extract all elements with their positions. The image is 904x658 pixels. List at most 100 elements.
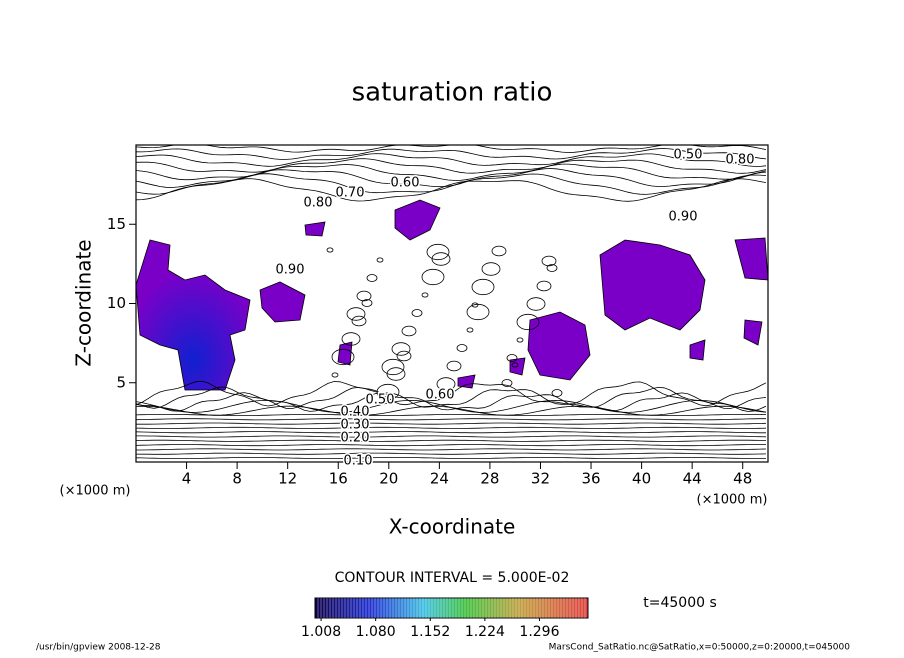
colorbar-tick-label: 1.152	[410, 624, 450, 640]
contour-loop	[361, 299, 373, 307]
contour-loop	[411, 309, 423, 317]
contour-label: 0.30	[341, 418, 370, 433]
chart-title: saturation ratio	[352, 78, 553, 108]
x-axis-label: X-coordinate	[389, 515, 516, 539]
time-label: t=45000 s	[643, 595, 717, 611]
contour-line	[136, 386, 767, 410]
contour-label: 0.80	[304, 196, 333, 211]
contour-loop	[541, 255, 557, 267]
contour-loop	[376, 383, 400, 401]
contour-loop	[421, 268, 445, 286]
y-unit: (×1000 m)	[697, 493, 768, 508]
x-tick-label: 36	[581, 470, 600, 488]
contour-label: 0.50	[674, 148, 703, 163]
contour-line	[136, 444, 766, 447]
colorbar-tick-label: 1.296	[519, 624, 559, 640]
x-tick-label: 16	[329, 470, 348, 488]
contour-line	[136, 163, 767, 181]
colorbar-tick-label: 1.224	[465, 624, 505, 640]
contour-loop	[481, 262, 501, 276]
contour-label: 0.80	[726, 153, 755, 168]
contour-interval: CONTOUR INTERVAL = 5.000E-02	[335, 570, 570, 586]
contour-loop	[381, 358, 405, 376]
contour-label: 0.40	[341, 405, 370, 420]
colorbar-steps	[317, 598, 586, 618]
contour-line	[136, 435, 767, 438]
contour-line	[136, 418, 766, 421]
contour-loop	[391, 342, 411, 356]
x-tick-label: 24	[430, 470, 449, 488]
colorbar-tick-label: 1.008	[301, 624, 341, 640]
contour-label: 0.60	[426, 388, 455, 403]
x-tick-label: 4	[182, 470, 192, 488]
contour-loop	[421, 292, 429, 298]
contour-line	[136, 178, 767, 202]
contour-loop	[436, 377, 456, 391]
contour-loop	[526, 297, 546, 311]
footer-right: MarsCond_SatRatio.nc@SatRatio,x=0:50000,…	[549, 643, 851, 653]
contour-line	[136, 148, 767, 160]
contour-label: 0.60	[391, 176, 420, 191]
contour-loop	[346, 307, 366, 321]
x-unit: (×1000 m)	[60, 484, 131, 499]
colorbar	[314, 597, 589, 619]
contour-label: 0.50	[366, 393, 395, 408]
contour-label: 0.10	[344, 454, 373, 469]
contour-line	[136, 422, 767, 425]
contour-line	[136, 168, 767, 188]
x-tick-label: 28	[480, 470, 499, 488]
contour-line	[136, 439, 767, 442]
contour-loop	[401, 325, 417, 337]
y-tick-label: 15	[107, 215, 126, 233]
contour-loop	[431, 252, 451, 266]
contour-loop	[491, 245, 507, 257]
contour-label: 0.90	[276, 263, 305, 278]
contour-loop	[331, 372, 339, 378]
y-axis-label: Z-coordinate	[72, 239, 96, 366]
contour-line	[136, 158, 767, 174]
x-tick-label: 12	[278, 470, 297, 488]
x-tick-label: 40	[632, 470, 651, 488]
x-tick-label: 20	[379, 470, 398, 488]
contour-line	[136, 431, 766, 434]
contour-line	[136, 173, 767, 195]
contour-loop	[516, 313, 540, 331]
contour-line	[136, 426, 767, 429]
contour-loop	[366, 274, 378, 282]
x-tick-label: 48	[733, 470, 752, 488]
contour-loop	[456, 344, 468, 352]
contour-loop	[376, 257, 384, 263]
y-tick-label: 5	[116, 373, 126, 391]
contour-label: 0.20	[341, 431, 370, 446]
contour-line	[136, 414, 767, 416]
contour-loop	[331, 348, 355, 366]
contour-label: 0.90	[669, 210, 698, 225]
contour-line	[136, 380, 767, 407]
contour-line	[136, 399, 767, 413]
contour-loop	[426, 243, 450, 261]
y-tick-label: 10	[107, 294, 126, 312]
x-tick-label: 8	[232, 470, 242, 488]
contour-loop	[511, 362, 519, 368]
contour-line	[136, 392, 767, 412]
x-tick-label: 44	[683, 470, 702, 488]
contour-loop	[351, 315, 367, 327]
contour-loop	[551, 389, 563, 397]
contour-loop	[326, 247, 334, 253]
supersaturation-regions	[136, 199, 768, 391]
contour-line	[136, 457, 766, 459]
footer-left: /usr/bin/gpview 2008-12-28	[36, 643, 161, 653]
contour-line	[136, 452, 767, 455]
contour-loop	[466, 303, 490, 321]
contour-loop	[546, 264, 558, 272]
contour-loop	[386, 367, 406, 381]
contour-loop	[506, 354, 518, 362]
contour-label: 0.70	[336, 186, 365, 201]
plot-area	[136, 145, 768, 459]
contour-loop	[516, 337, 524, 343]
contour-loop	[466, 327, 474, 333]
contour-loop	[396, 350, 412, 362]
contour-loop	[471, 278, 495, 296]
